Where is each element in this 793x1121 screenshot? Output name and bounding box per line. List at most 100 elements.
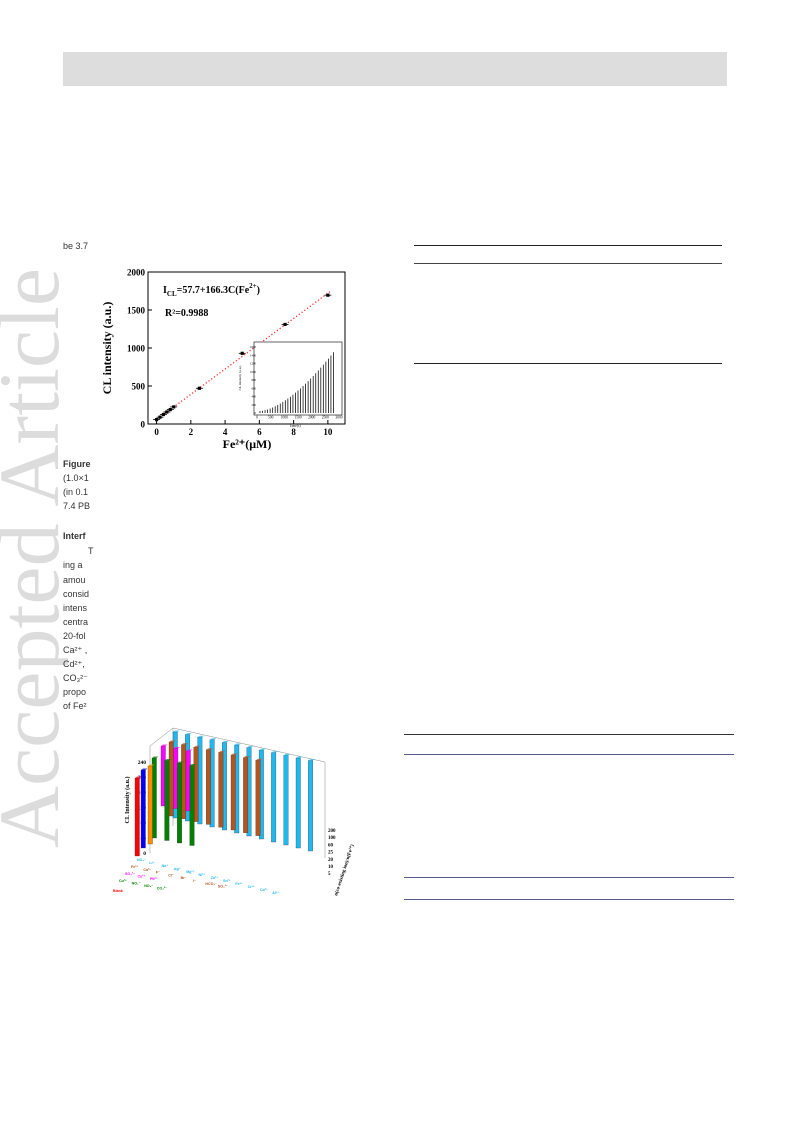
fig2-category-label: SO₄²⁻ — [125, 872, 135, 876]
fig2-depth-tick: 10 — [328, 865, 334, 870]
text-fragment: Figure — [63, 459, 91, 469]
fig1-data-point — [153, 417, 161, 422]
fig1-inset-x-tick: 1000 — [281, 416, 288, 420]
fig2-depth-tick: 100 — [328, 836, 336, 841]
fig2-bar — [206, 748, 213, 825]
fig2-category-label: Ag⁺ — [174, 867, 181, 871]
fig2-category-label: Br⁻ — [181, 876, 187, 880]
accepted-article-watermark: Accepted Article — [0, 268, 68, 848]
text-fragment: 7.4 PB — [63, 501, 91, 511]
fig1-fit-line — [156, 290, 332, 421]
fig1-inset-y-tick: 1200 — [250, 362, 257, 366]
fig2-category-label: Cr³⁺ — [248, 885, 255, 889]
fig2-category-label: Cu²⁺ — [138, 875, 146, 879]
fig2-category-label: Na⁺ — [162, 864, 169, 868]
fig2-bar — [243, 756, 250, 833]
fig1-x-axis-label: Fe²⁺(μM) — [223, 437, 272, 451]
fig1-inset-x-label: Time(s) — [289, 424, 301, 428]
fig2-category-label: Blank — [113, 889, 123, 893]
fig1-inset-y-tick: 600 — [252, 386, 257, 390]
fig1-inset-chart: 0 500 1000 1500 2000 2500 3000 0 200 400 600 800 100… — [238, 341, 343, 428]
fig2-bar — [295, 756, 303, 849]
fig2-category-label: Ca²⁺ — [143, 868, 151, 872]
fig2-category-label: Co²⁺ — [260, 888, 268, 892]
text-fragment: intens — [63, 603, 88, 613]
text-fragment: 20-fol — [63, 631, 86, 641]
fig2-depth-tick: 5 — [328, 872, 331, 877]
fig2-category-label: Sn²⁺ — [223, 879, 231, 883]
text-fragment: centra — [63, 617, 89, 627]
fig1-y-tick-label: 0 — [141, 420, 146, 430]
fig2-category-label: Li⁺ — [149, 861, 154, 865]
fig1-x-tick-label: 6 — [257, 427, 262, 437]
fig1-inset-y-tick: 400 — [252, 395, 257, 399]
table2-bottom-rule — [404, 899, 734, 900]
text-fragment: Cd²⁺, — [63, 659, 85, 669]
fig2-bar — [209, 738, 217, 828]
fig1-y-tick-label: 1500 — [127, 306, 146, 316]
fig2-depth-tick: 200 — [328, 829, 336, 834]
table2-top-rule — [404, 734, 734, 735]
fig1-y-tick-label: 1000 — [127, 344, 146, 354]
fig1-y-axis-label: CL intensity (a.u.) — [100, 302, 114, 395]
fig1-inset-x-tick: 500 — [268, 416, 274, 420]
fig2-category-label: Cu²⁺ — [119, 879, 127, 883]
fig1-x-tick-label: 10 — [323, 427, 333, 437]
fig1-inset-x-tick: 2000 — [308, 416, 315, 420]
fig2-z-tick-label: 240 — [138, 760, 147, 766]
table2-header-rule — [404, 754, 734, 755]
fig1-inset-y-label: CL intensity (a.u.) — [238, 366, 242, 391]
fig1-x-tick-label: 8 — [291, 427, 296, 437]
fig2-bar — [177, 761, 184, 844]
fig2-bar — [134, 776, 142, 857]
fig2-category-label: Mg²⁺ — [186, 870, 194, 874]
fig2-z-axis-label: CL Intensity (a.u.) — [124, 776, 131, 823]
fig1-inset-x-tick: 1500 — [294, 416, 301, 420]
fig1-data-point — [195, 386, 203, 390]
text-fragment: CO₃²⁻ — [63, 673, 88, 683]
fig2-bar — [255, 758, 263, 836]
fig2-bar — [147, 764, 155, 845]
table1-header-rule — [414, 263, 722, 264]
fig2-category-label: Zn²⁺ — [211, 876, 219, 880]
fig1-data-point — [166, 407, 174, 412]
fig1-inset-y-tick: 1400 — [250, 353, 257, 357]
text-fragment: ing a — [63, 560, 83, 570]
fig1-equation: ICL=57.7+166.3C(Fe2+) — [163, 282, 260, 298]
fig1-x-tick-label: 4 — [223, 427, 228, 437]
text-fragment: Interf — [63, 531, 86, 541]
fig1-y-tick-label: 2000 — [127, 268, 146, 278]
text-fragment: be 3.7 — [63, 241, 89, 251]
text-fragment: T — [88, 546, 94, 556]
fig1-data-point — [238, 351, 246, 355]
fig1-inset-x-tick: 3000 — [335, 416, 342, 420]
fig2-bar — [283, 753, 291, 846]
fig1-data-point — [163, 410, 171, 414]
fig1-x-tick-label: 0 — [154, 427, 159, 437]
fig2-bar — [271, 751, 278, 843]
figure2-interference-chart: 04080120160200240 CL Intensity (a.u.) 20… — [113, 727, 356, 897]
fig2-depth-tick: 25 — [328, 851, 334, 856]
fig2-bar — [140, 768, 148, 849]
fig2-bar — [189, 764, 197, 846]
fig1-inset-y-tick: 0 — [255, 411, 257, 415]
fig2-category-label: CO₃²⁻ — [157, 887, 167, 891]
fig2-bar — [218, 750, 226, 828]
table2-row-rule — [404, 877, 734, 878]
fig1-inset-y-tick: 800 — [252, 378, 257, 382]
fig2-category-label: NO₃⁻ — [144, 884, 153, 888]
fig2-category-label: F⁻ — [156, 871, 160, 875]
fig2-z-tick-label: 0 — [143, 851, 146, 857]
fig1-data-point — [324, 293, 332, 297]
page-header-bar — [63, 52, 727, 86]
fig2-category-label: I⁻ — [193, 879, 196, 883]
fig1-r-squared: R²=0.9988 — [165, 308, 208, 319]
fig2-bar — [151, 756, 159, 839]
fig2-category-label: NO₂⁻ — [132, 882, 141, 886]
text-fragment: propo — [63, 687, 87, 697]
fig1-data-point — [281, 322, 289, 327]
fig2-category-label: Pb²⁺ — [150, 877, 158, 881]
text-fragment: consid — [63, 589, 90, 599]
fig1-data-point — [170, 405, 178, 409]
